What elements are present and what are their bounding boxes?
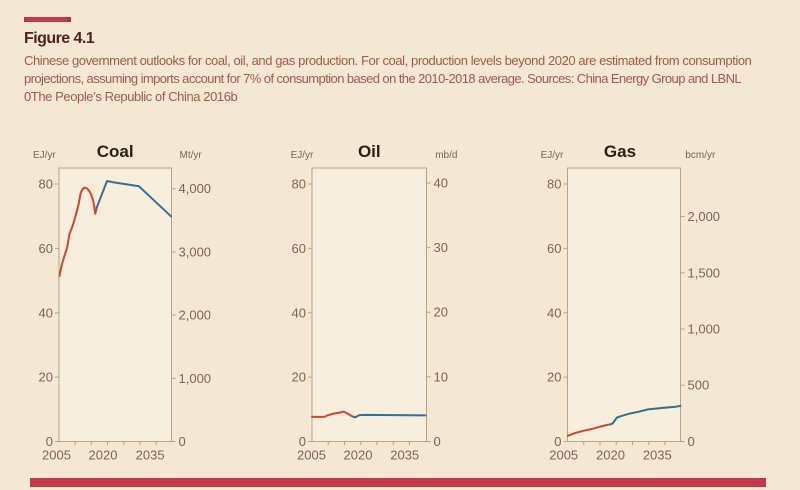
svg-text:30: 30 — [434, 240, 448, 255]
svg-text:EJ/yr: EJ/yr — [33, 150, 56, 161]
svg-text:1,500: 1,500 — [688, 265, 721, 280]
svg-text:500: 500 — [688, 378, 710, 393]
svg-text:Coal: Coal — [97, 142, 134, 161]
svg-text:mb/d: mb/d — [435, 150, 457, 161]
svg-text:20: 20 — [39, 370, 53, 385]
svg-text:80: 80 — [292, 177, 306, 192]
svg-text:Gas: Gas — [604, 142, 636, 161]
svg-text:2,000: 2,000 — [688, 209, 721, 224]
svg-text:20: 20 — [292, 370, 306, 385]
svg-text:20: 20 — [547, 370, 561, 385]
svg-text:80: 80 — [547, 177, 561, 192]
svg-text:EJ/yr: EJ/yr — [291, 150, 314, 161]
svg-text:2035: 2035 — [643, 448, 672, 463]
svg-text:2005: 2005 — [297, 448, 326, 463]
svg-text:2020: 2020 — [596, 448, 625, 463]
svg-text:4,000: 4,000 — [179, 181, 212, 196]
svg-text:20: 20 — [434, 305, 448, 320]
svg-text:10: 10 — [434, 369, 448, 384]
svg-text:2,000: 2,000 — [179, 308, 212, 323]
svg-text:2020: 2020 — [344, 448, 373, 463]
svg-text:1,000: 1,000 — [179, 371, 212, 386]
svg-text:80: 80 — [39, 177, 53, 192]
svg-text:60: 60 — [292, 241, 306, 256]
svg-text:40: 40 — [39, 305, 53, 320]
svg-text:60: 60 — [547, 241, 561, 256]
svg-text:2020: 2020 — [89, 448, 118, 463]
svg-text:2035: 2035 — [390, 448, 419, 463]
svg-text:0: 0 — [688, 434, 695, 449]
svg-text:40: 40 — [434, 176, 448, 191]
svg-text:40: 40 — [547, 305, 561, 320]
svg-text:0: 0 — [554, 434, 561, 449]
svg-text:EJ/yr: EJ/yr — [541, 150, 564, 161]
svg-text:3,000: 3,000 — [179, 244, 212, 259]
svg-text:0: 0 — [434, 434, 441, 449]
svg-text:40: 40 — [292, 305, 306, 320]
svg-text:2005: 2005 — [42, 448, 71, 463]
svg-text:2005: 2005 — [549, 448, 578, 463]
svg-text:Oil: Oil — [358, 142, 381, 161]
svg-text:bcm/yr: bcm/yr — [685, 150, 716, 161]
svg-text:2035: 2035 — [136, 448, 165, 463]
svg-text:Mt/yr: Mt/yr — [180, 150, 203, 161]
svg-text:60: 60 — [39, 241, 53, 256]
svg-text:1,000: 1,000 — [688, 322, 721, 337]
svg-text:0: 0 — [299, 434, 306, 449]
svg-text:0: 0 — [179, 434, 186, 449]
svg-text:0: 0 — [46, 434, 53, 449]
